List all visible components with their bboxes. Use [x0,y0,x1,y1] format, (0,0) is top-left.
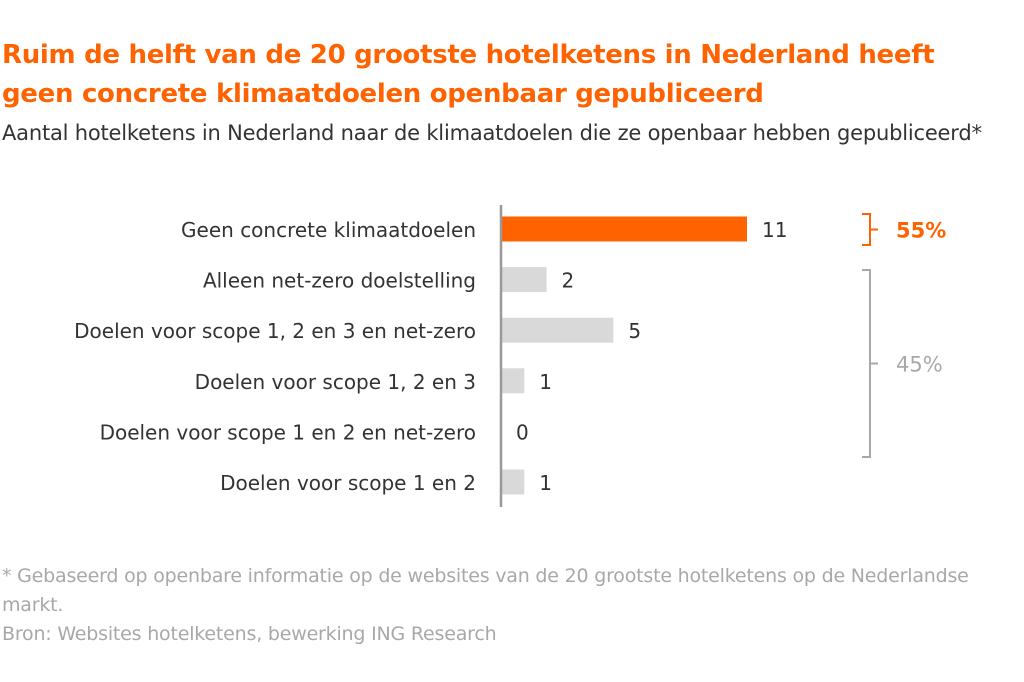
data-label: 5 [628,319,641,343]
chart-subtitle: Aantal hotelketens in Nederland naar de … [2,121,982,145]
bar [502,368,525,394]
category-label: Alleen net-zero doelstelling [203,269,476,293]
data-label: 0 [516,420,529,444]
bar [502,267,547,293]
share-55-label: 55% [896,219,946,243]
share-55-bracket [862,213,878,246]
data-label: 1 [539,471,552,495]
data-label: 11 [762,218,787,242]
bar [502,216,747,242]
share-45-bracket [862,269,878,458]
chart-title: Ruim de helft van de 20 grootste hotelke… [2,40,935,109]
category-label: Geen concrete klimaatdoelen [181,218,476,242]
source: Bron: Websites hotelketens, bewerking IN… [2,623,497,645]
data-label: 2 [562,269,575,293]
bar [502,469,525,495]
share-45-label: 45% [896,353,943,377]
category-label: Doelen voor scope 1 en 2 [220,471,476,495]
data-label: 1 [539,370,552,394]
footnote: * Gebaseerd op openbare informatie op de… [2,565,969,616]
category-label: Doelen voor scope 1, 2 en 3 [195,370,476,394]
chart-footer: * Gebaseerd op openbare informatie op de… [2,562,1002,649]
category-label: Doelen voor scope 1 en 2 en net-zero [100,420,476,444]
category-label: Doelen voor scope 1, 2 en 3 en net-zero [74,319,476,343]
bar [502,317,614,343]
